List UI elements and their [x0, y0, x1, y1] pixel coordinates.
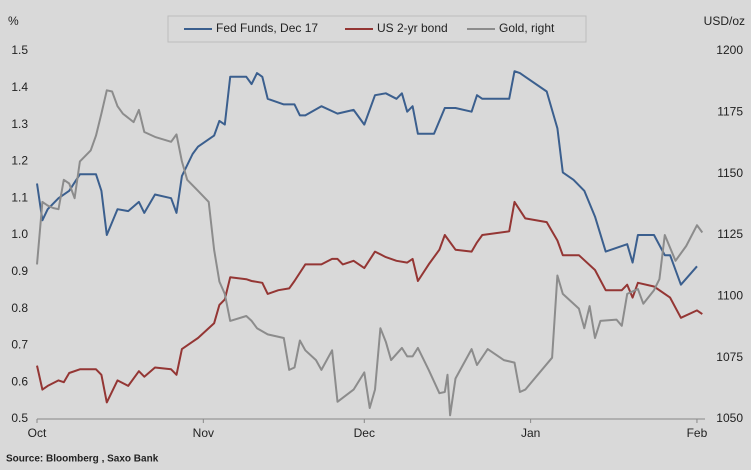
y2-tick-label: 1050 [716, 411, 743, 425]
x-tick-label: Jan [521, 426, 540, 440]
y2-tick-label: 1175 [717, 105, 743, 119]
x-tick-label: Dec [354, 426, 375, 440]
y2-tick-label: 1100 [717, 289, 743, 303]
y-tick-label: 1.4 [11, 80, 28, 94]
y-tick-label: 0.8 [11, 301, 28, 315]
x-tick-label: Oct [28, 426, 47, 440]
legend-label: Gold, right [499, 21, 555, 35]
y2-tick-label: 1075 [716, 350, 743, 364]
y-tick-label: 0.5 [11, 411, 28, 425]
y-tick-label: 0.7 [11, 338, 28, 352]
y-tick-label: 1.5 [11, 43, 28, 57]
legend-label: US 2-yr bond [377, 21, 448, 35]
y2-tick-label: 1125 [717, 227, 743, 241]
y2-axis-label: USD/oz [704, 14, 745, 28]
legend-label: Fed Funds, Dec 17 [216, 21, 318, 35]
source: Source: Bloomberg , Saxo Bank [6, 454, 159, 465]
y-tick-label: 0.9 [11, 264, 28, 278]
series-line [36, 200, 703, 404]
y2-tick-label: 1200 [716, 43, 743, 57]
series-line [36, 70, 698, 286]
series-line [36, 89, 704, 417]
y-tick-label: 1.1 [11, 190, 28, 204]
legend-box [167, 15, 587, 43]
y2-tick-label: 1150 [717, 166, 743, 180]
y-tick-label: 1.0 [11, 227, 28, 241]
y-tick-label: 1.2 [11, 154, 28, 168]
y-tick-label: 0.6 [11, 374, 28, 388]
y-tick-label: 1.3 [11, 117, 28, 131]
x-tick-label: Feb [687, 426, 708, 440]
y-axis-label: % [8, 14, 19, 28]
x-tick-label: Nov [193, 426, 214, 440]
